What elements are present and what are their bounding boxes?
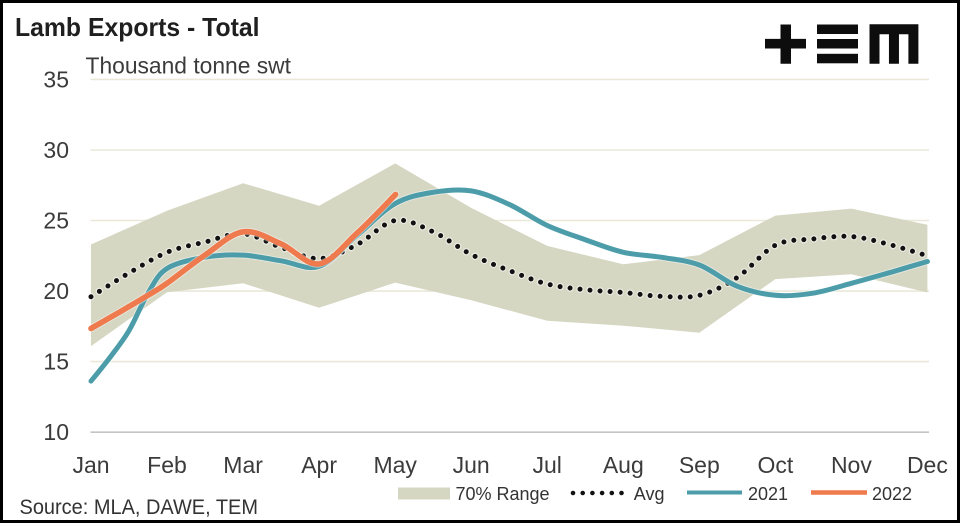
svg-text:30: 30: [43, 137, 69, 163]
svg-text:Apr: Apr: [301, 452, 337, 478]
svg-text:20: 20: [43, 278, 69, 304]
svg-text:Feb: Feb: [147, 452, 187, 478]
svg-text:Sep: Sep: [679, 452, 720, 478]
svg-text:Jun: Jun: [453, 452, 490, 478]
svg-text:35: 35: [43, 66, 69, 92]
svg-text:Oct: Oct: [758, 452, 794, 478]
svg-text:Source: MLA, DAWE, TEM: Source: MLA, DAWE, TEM: [20, 496, 259, 519]
svg-text:Lamb Exports - Total: Lamb Exports - Total: [15, 12, 260, 42]
svg-text:Dec: Dec: [907, 452, 948, 478]
svg-text:10: 10: [43, 419, 69, 445]
svg-text:Thousand tonne swt: Thousand tonne swt: [86, 53, 292, 79]
svg-text:May: May: [373, 452, 417, 478]
svg-text:Avg: Avg: [634, 484, 665, 504]
svg-text:70% Range: 70% Range: [456, 484, 550, 504]
svg-text:Mar: Mar: [223, 452, 263, 478]
svg-text:Nov: Nov: [831, 452, 872, 478]
svg-text:25: 25: [43, 208, 69, 234]
svg-text:2022: 2022: [872, 484, 912, 504]
svg-text:15: 15: [43, 349, 69, 375]
svg-text:2021: 2021: [748, 484, 788, 504]
svg-text:Jan: Jan: [72, 452, 109, 478]
svg-text:Jul: Jul: [532, 452, 561, 478]
svg-text:Aug: Aug: [603, 452, 644, 478]
